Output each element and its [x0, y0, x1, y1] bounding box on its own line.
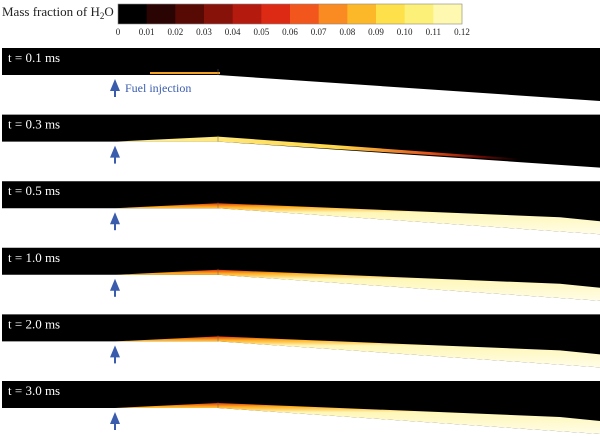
plume — [115, 269, 600, 301]
colorbar-tick-label: 0.04 — [225, 27, 241, 37]
annotation: Fuel injection — [125, 81, 191, 95]
colorbar-tick-label: 0.05 — [253, 27, 269, 37]
colorbar-band — [261, 4, 291, 24]
colorbar-band — [318, 4, 348, 24]
colorbar-tick-label: 0.02 — [167, 27, 183, 37]
colorbar-band — [146, 4, 176, 24]
injection-arrow — [110, 79, 120, 91]
panel: t = 1.0 ms — [2, 247, 600, 301]
panel-label: t = 0.5 ms — [8, 183, 60, 198]
injection-arrow — [110, 345, 120, 358]
panel: t = 0.5 ms — [2, 181, 600, 235]
colorbar-tick-label: 0.12 — [454, 27, 470, 37]
plume — [115, 336, 600, 368]
panel-label: t = 0.3 ms — [8, 117, 60, 132]
injection-arrow — [110, 412, 120, 424]
colorbar-band — [204, 4, 234, 24]
panel-label: t = 2.0 ms — [8, 316, 60, 331]
colorbar-tick-label: 0.03 — [196, 27, 212, 37]
panel-label: t = 1.0 ms — [8, 250, 60, 265]
colorbar-band — [118, 4, 148, 24]
plume — [115, 203, 600, 235]
colorbar-tick-label: 0 — [116, 27, 121, 37]
plume — [150, 72, 220, 74]
colorbar-band — [175, 4, 205, 24]
colorbar-band — [232, 4, 262, 24]
colorbar-tick-label: 0.10 — [397, 27, 413, 37]
colorbar-band — [290, 4, 320, 24]
colorbar-title: Mass fraction of H2O — [2, 4, 114, 21]
colorbar-band — [347, 4, 377, 24]
panel: t = 3.0 ms — [2, 381, 600, 434]
injection-arrow — [110, 212, 120, 225]
plume — [115, 403, 600, 434]
colorbar-band — [376, 4, 406, 24]
colorbar-frame — [117, 3, 463, 25]
colorbar-tick-label: 0.11 — [426, 27, 441, 37]
colorbar-tick-label: 0.01 — [139, 27, 155, 37]
panel: t = 0.3 ms — [2, 114, 600, 168]
colorbar-tick-label: 0.06 — [282, 27, 298, 37]
colorbar-tick-label: 0.07 — [311, 27, 327, 37]
colorbar: 0 0.01 0.02 0.03 0.04 0.05 0.06 0.07 0.08 0.09 0.1… — [116, 3, 470, 37]
panel-label: t = 0.1 ms — [8, 50, 60, 65]
panel: t = 0.1 ms Fuel injection — [2, 48, 600, 101]
panels: t = 0.1 ms Fuel injection t = 0.3 ms t = 0.… — [2, 48, 600, 434]
injection-arrow — [110, 278, 120, 291]
colorbar-band — [404, 4, 434, 24]
colorbar-tick-label: 0.08 — [339, 27, 355, 37]
colorbar-band — [433, 4, 463, 24]
panel: t = 2.0 ms — [2, 314, 600, 368]
domain — [2, 48, 600, 101]
panel-label: t = 3.0 ms — [8, 383, 60, 398]
injection-arrow — [110, 145, 120, 158]
colorbar-tick-label: 0.09 — [368, 27, 384, 37]
